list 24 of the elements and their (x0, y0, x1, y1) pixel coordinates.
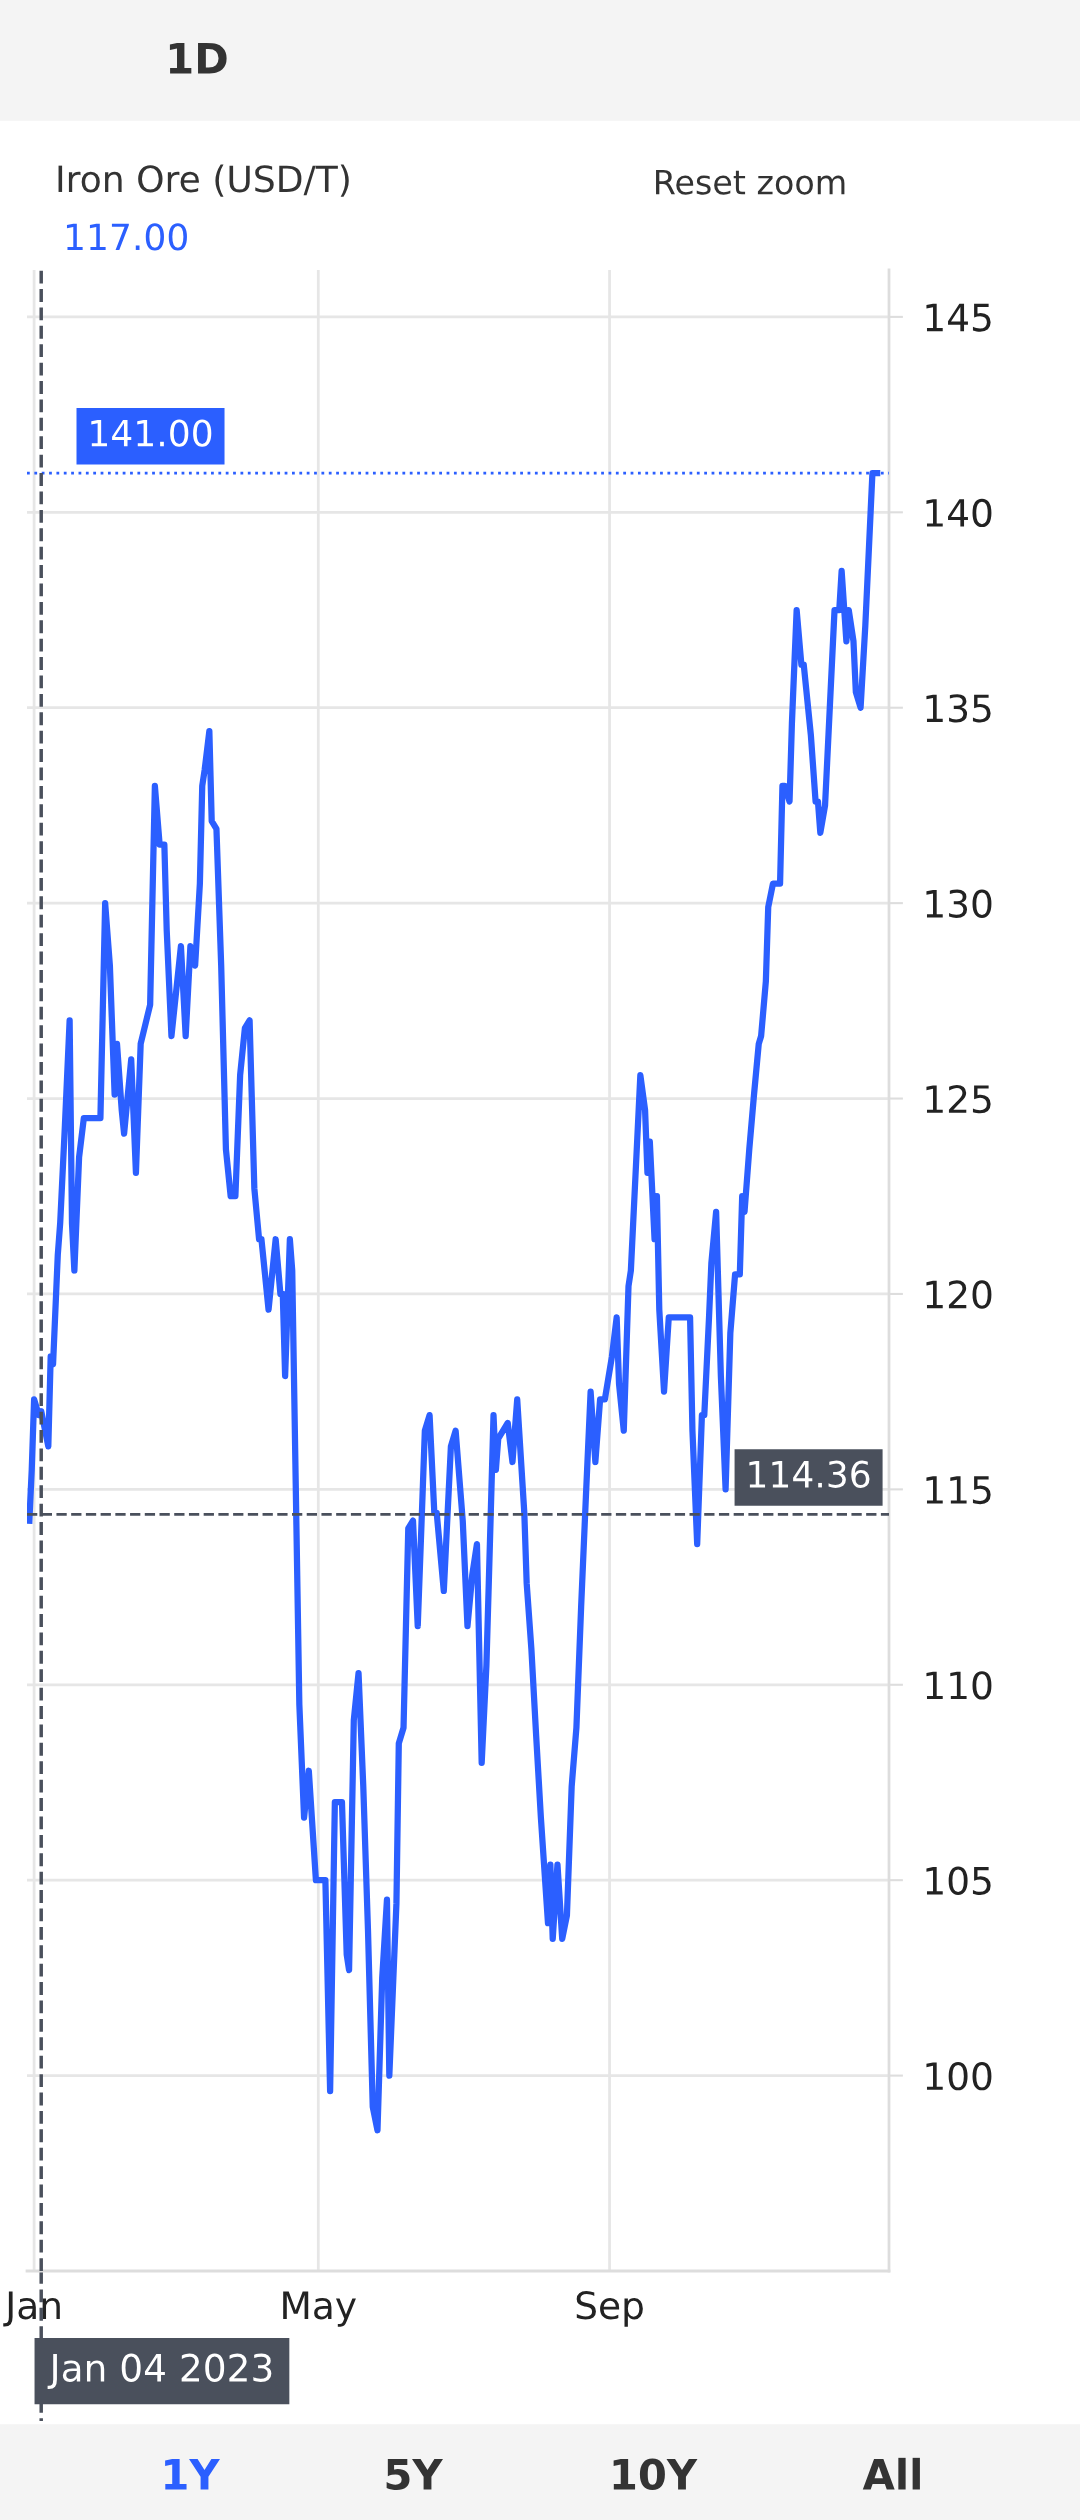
text: Reset zoom (656, 169, 845, 195)
y-tick-label: 100 (926, 2062, 992, 2091)
y-tick-label: 135 (926, 694, 991, 723)
text: 5Y (386, 2459, 443, 2491)
text: 1D (169, 43, 227, 74)
y-tick-label: 105 (926, 1866, 991, 1895)
chart-title: Iron Ore (USD/T) (58, 164, 349, 197)
text: 1Y (165, 2459, 220, 2490)
ref-line-label: 114.36 (749, 1460, 870, 1488)
y-tick-label: 130 (926, 889, 992, 918)
y-tick-label: 140 (926, 498, 992, 528)
ref-line-label: 141.00 (91, 419, 212, 447)
text: 10Y (613, 2458, 698, 2491)
text: All (862, 2457, 920, 2490)
chart-subtitle: 117.00 (66, 223, 187, 251)
y-tick-label: 110 (926, 1671, 992, 1700)
y-tick-label: 125 (926, 1084, 991, 1114)
y-tick-label: 115 (926, 1476, 991, 1505)
ref-line-label: Jan 04 2023 (47, 2353, 272, 2389)
x-tick-label: May (283, 2291, 356, 2327)
x-tick-label: Jan (3, 2291, 60, 2327)
x-tick-label: Sep (576, 2291, 643, 2327)
y-tick-label: 120 (926, 1280, 992, 1309)
y-tick-label: 145 (926, 303, 991, 332)
